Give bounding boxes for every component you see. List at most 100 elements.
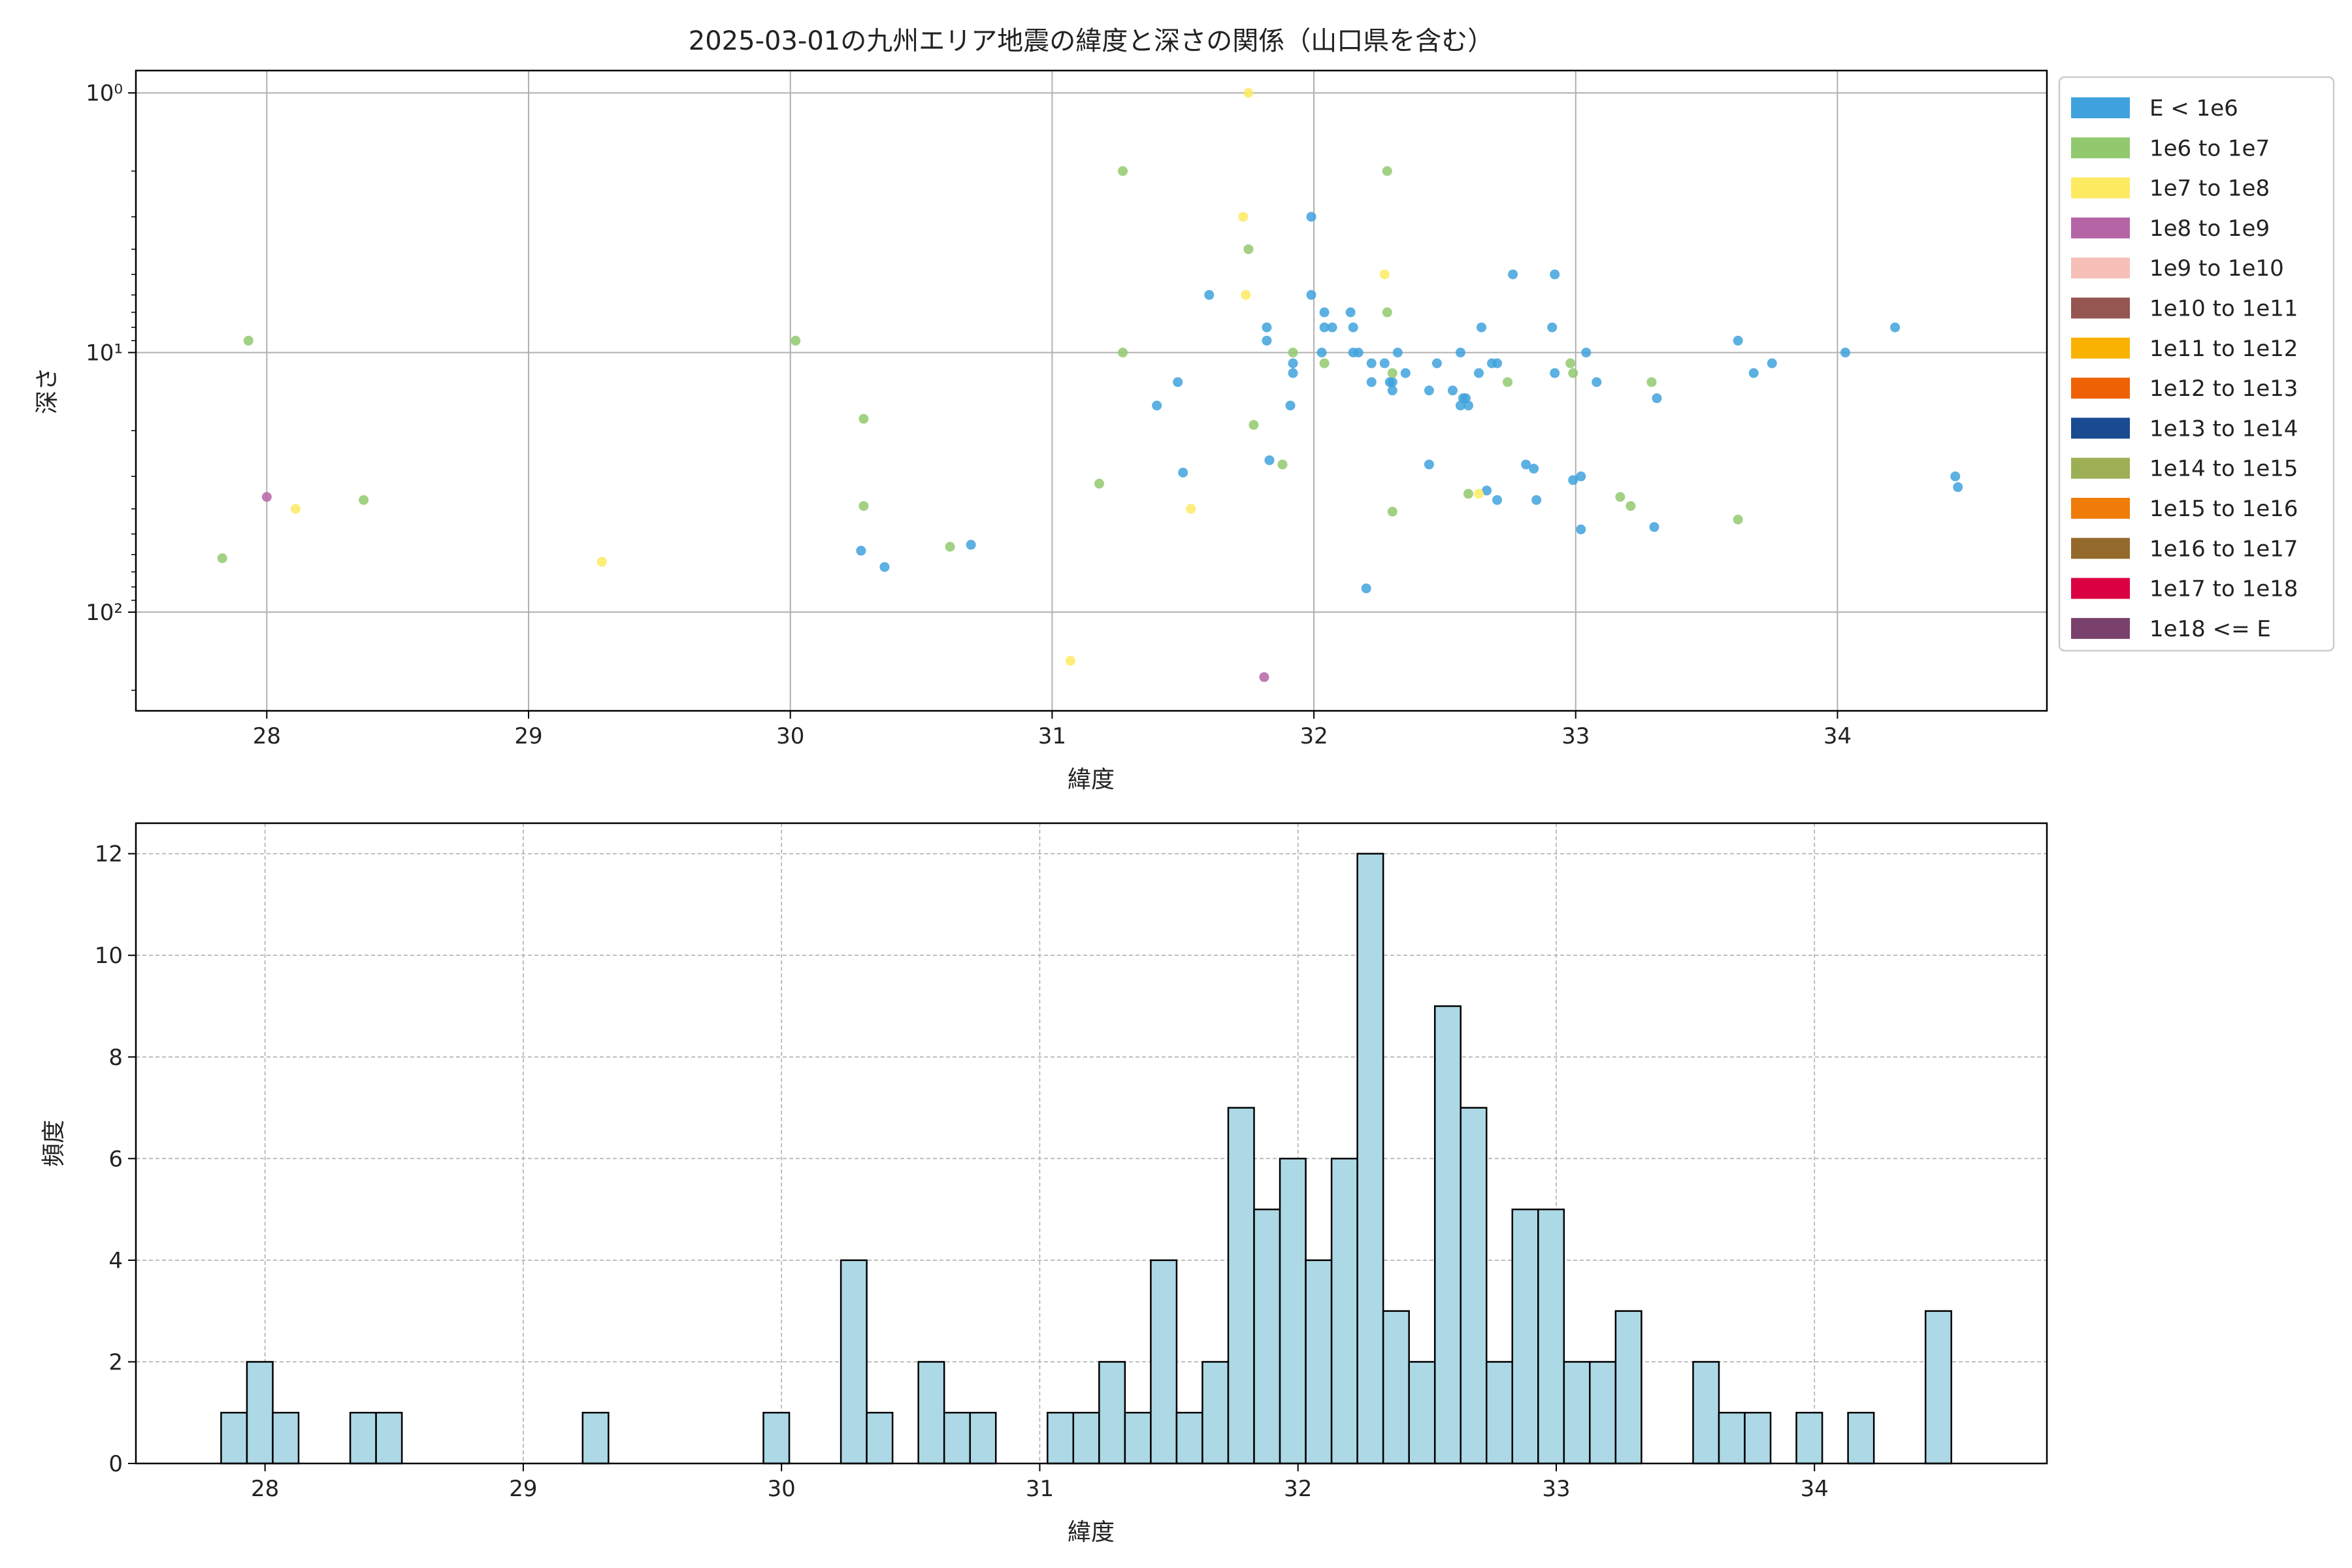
histogram-y-axis-label: 頻度 [41, 1120, 67, 1167]
scatter-x-axis-label: 緯度 [1068, 766, 1115, 793]
scatter-point [879, 562, 890, 572]
scatter-point [1615, 492, 1625, 502]
legend-entry-label: 1e15 to 1e16 [2149, 496, 2298, 522]
scatter-point [1319, 358, 1330, 368]
scatter-point [1840, 348, 1850, 358]
scatter-point [1264, 455, 1275, 465]
legend-entry-label: 1e10 to 1e11 [2149, 296, 2298, 322]
scatter-point [1319, 322, 1330, 333]
scatter-point [1576, 471, 1586, 482]
scatter-point [1288, 368, 1298, 378]
histogram-bar [1098, 1361, 1126, 1465]
histogram-bar [1614, 1310, 1642, 1465]
histogram-bar [1382, 1310, 1410, 1465]
scatter-point [1508, 269, 1518, 280]
histogram-bar [220, 1411, 248, 1465]
scatter-point [1243, 244, 1254, 254]
legend-swatch [2071, 617, 2130, 639]
scatter-point [858, 500, 869, 511]
scatter-point [1576, 524, 1586, 534]
histogram-x-ticks: 28 29 30 31 32 33 34 [251, 1463, 1829, 1502]
histogram-y-ticks: 0 2 4 6 8 10 12 [95, 841, 136, 1477]
histogram-x-tick-label: 33 [1542, 1476, 1570, 1502]
scatter-point [243, 335, 253, 346]
scatter-point [1316, 348, 1327, 358]
legend-entry-label: 1e12 to 1e13 [2149, 376, 2298, 402]
histogram-bar [272, 1411, 300, 1465]
histogram-bar [246, 1361, 274, 1465]
histogram-plot-frame [135, 822, 2048, 1465]
histogram-bar [1227, 1107, 1255, 1465]
histogram-bar [1201, 1361, 1230, 1465]
scatter-point [1387, 506, 1397, 517]
scatter-point [596, 557, 607, 567]
histogram-bar [1433, 1005, 1462, 1465]
histogram-bar [1072, 1411, 1100, 1465]
histogram-y-tick-label: 6 [108, 1146, 123, 1172]
legend-swatch [2071, 137, 2130, 159]
scatter-point [1118, 166, 1128, 176]
legend-swatch [2071, 498, 2130, 519]
scatter-point [1767, 358, 1777, 368]
scatter-points [217, 88, 1963, 682]
histogram-bar [1744, 1411, 1772, 1465]
histogram-bar [1563, 1361, 1591, 1465]
scatter-point [1288, 358, 1298, 368]
scatter-point [1361, 583, 1371, 594]
scatter-point [1306, 212, 1316, 222]
scatter-point [1890, 322, 1901, 333]
legend-swatch [2071, 578, 2130, 599]
legend-entry-label: 1e7 to 1e8 [2149, 176, 2270, 202]
scatter-point [1327, 322, 1337, 333]
scatter-gridlines [136, 71, 2047, 711]
scatter-x-tick-label: 30 [776, 723, 804, 749]
histogram-x-tick-label: 34 [1801, 1476, 1829, 1502]
scatter-point [1249, 419, 1259, 430]
scatter-point [1262, 335, 1272, 346]
scatter-point [1431, 358, 1442, 368]
scatter-point [791, 335, 801, 346]
scatter-point [1288, 348, 1298, 358]
histogram-bar [349, 1411, 377, 1465]
scatter-x-tick-label: 34 [1823, 723, 1852, 749]
legend-entry-label: 1e11 to 1e12 [2149, 336, 2298, 362]
scatter-point [1259, 672, 1269, 682]
scatter-point [1649, 522, 1659, 532]
legend: E < 1e6 1e6 to 1e7 1e7 to 1e8 1e8 to 1e9 1e9… [2058, 76, 2335, 652]
scatter-point [261, 492, 272, 502]
histogram-bar [943, 1411, 971, 1465]
scatter-point [1568, 368, 1578, 378]
scatter-point [1581, 348, 1592, 358]
legend-entry-label: 1e9 to 1e10 [2149, 255, 2284, 282]
scatter-plot-frame [135, 69, 2048, 712]
scatter-point [1531, 495, 1542, 505]
scatter-point [1379, 269, 1390, 280]
scatter-point [1458, 393, 1468, 404]
histogram-y-tick-label: 10 [95, 943, 123, 969]
histogram-bar [1537, 1208, 1565, 1465]
scatter-point [1348, 348, 1358, 358]
legend-entry-label: 1e8 to 1e9 [2149, 216, 2270, 242]
scatter-point [1950, 471, 1961, 482]
histogram-x-tick-label: 29 [509, 1476, 537, 1502]
scatter-x-tick-label: 32 [1299, 723, 1328, 749]
histogram-y-tick-label: 4 [108, 1248, 123, 1274]
scatter-y-tick-label: 10² [86, 600, 123, 626]
histogram-bar [1692, 1361, 1720, 1465]
histogram-bar [1460, 1107, 1488, 1465]
scatter-y-ticks: 10⁰ 10¹ 10² [86, 80, 136, 691]
scatter-point [1306, 289, 1316, 300]
scatter-point [1529, 463, 1539, 474]
histogram-bar [1253, 1208, 1281, 1465]
scatter-point [1447, 385, 1458, 396]
histogram-x-tick-label: 32 [1284, 1476, 1312, 1502]
scatter-y-axis-label: 深さ [34, 367, 61, 414]
scatter-point [1592, 377, 1602, 387]
scatter-point [1477, 322, 1487, 333]
scatter-point [945, 542, 955, 552]
legend-entry-label: 1e17 to 1e18 [2149, 576, 2298, 602]
legend-swatch [2071, 378, 2130, 399]
histogram-bar [1330, 1158, 1358, 1465]
histogram-bar [1175, 1411, 1203, 1465]
scatter-point [1178, 467, 1188, 478]
